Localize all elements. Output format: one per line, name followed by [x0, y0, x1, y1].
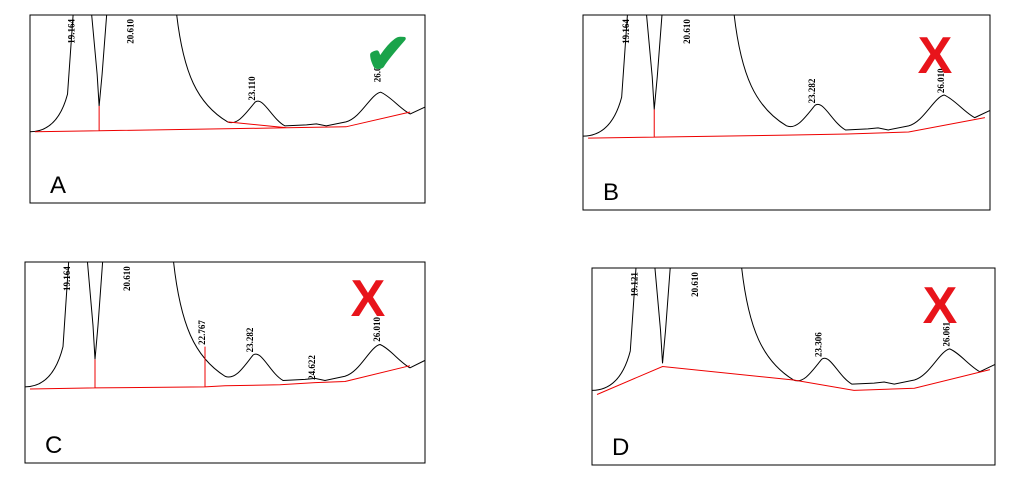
- peak-label: 23.306: [814, 332, 824, 357]
- peak-label: 20.610: [690, 272, 700, 297]
- peak-label: 19.164: [66, 18, 76, 43]
- panel-letter: C: [45, 432, 62, 459]
- panel-letter: D: [612, 434, 629, 461]
- verdict-mark: X: [351, 270, 386, 328]
- panel: 19.164 20.610 22.767 23.282 24.622 26.010 C X: [24, 257, 426, 464]
- peak-label: 19.164: [621, 19, 631, 44]
- peak-label: 23.282: [245, 327, 255, 352]
- plot-area: [25, 257, 425, 389]
- chromatogram: [592, 263, 995, 391]
- panel: 19.121 20.610 23.306 26.061 D X: [591, 263, 996, 466]
- verdict-mark: ✔: [365, 22, 412, 85]
- peak-label: 26.010: [936, 68, 946, 93]
- plot-area: [30, 10, 425, 132]
- peak-label: 26.010: [372, 317, 382, 342]
- peak-label: 19.121: [629, 272, 639, 297]
- baseline: [597, 367, 990, 395]
- baseline: [35, 106, 410, 132]
- peak-label: 23.110: [247, 76, 257, 101]
- peak-label: 26.061: [942, 321, 952, 346]
- peak-label: 23.282: [807, 78, 817, 103]
- panel: 19.164 20.610 23.282 26.010 B X: [582, 10, 991, 211]
- peak-label: 24.622: [307, 355, 317, 380]
- peak-label: 20.610: [682, 19, 692, 44]
- panel-letter: B: [603, 179, 619, 206]
- baseline: [588, 109, 985, 138]
- panel-letter: A: [50, 172, 66, 199]
- peak-label: 19.164: [62, 266, 72, 291]
- baseline: [30, 347, 410, 389]
- panel: 19.164 20.610 23.110 26.0 A ✔: [29, 10, 426, 204]
- plot-area: [583, 10, 990, 138]
- peak-label: 20.610: [122, 266, 132, 291]
- peak-label: 26.0: [373, 66, 383, 82]
- verdict-mark: X: [918, 27, 953, 85]
- plot-area: [592, 263, 995, 395]
- peak-label: 20.610: [126, 18, 136, 43]
- verdict-mark: X: [923, 277, 958, 335]
- peak-label: 22.767: [197, 320, 207, 345]
